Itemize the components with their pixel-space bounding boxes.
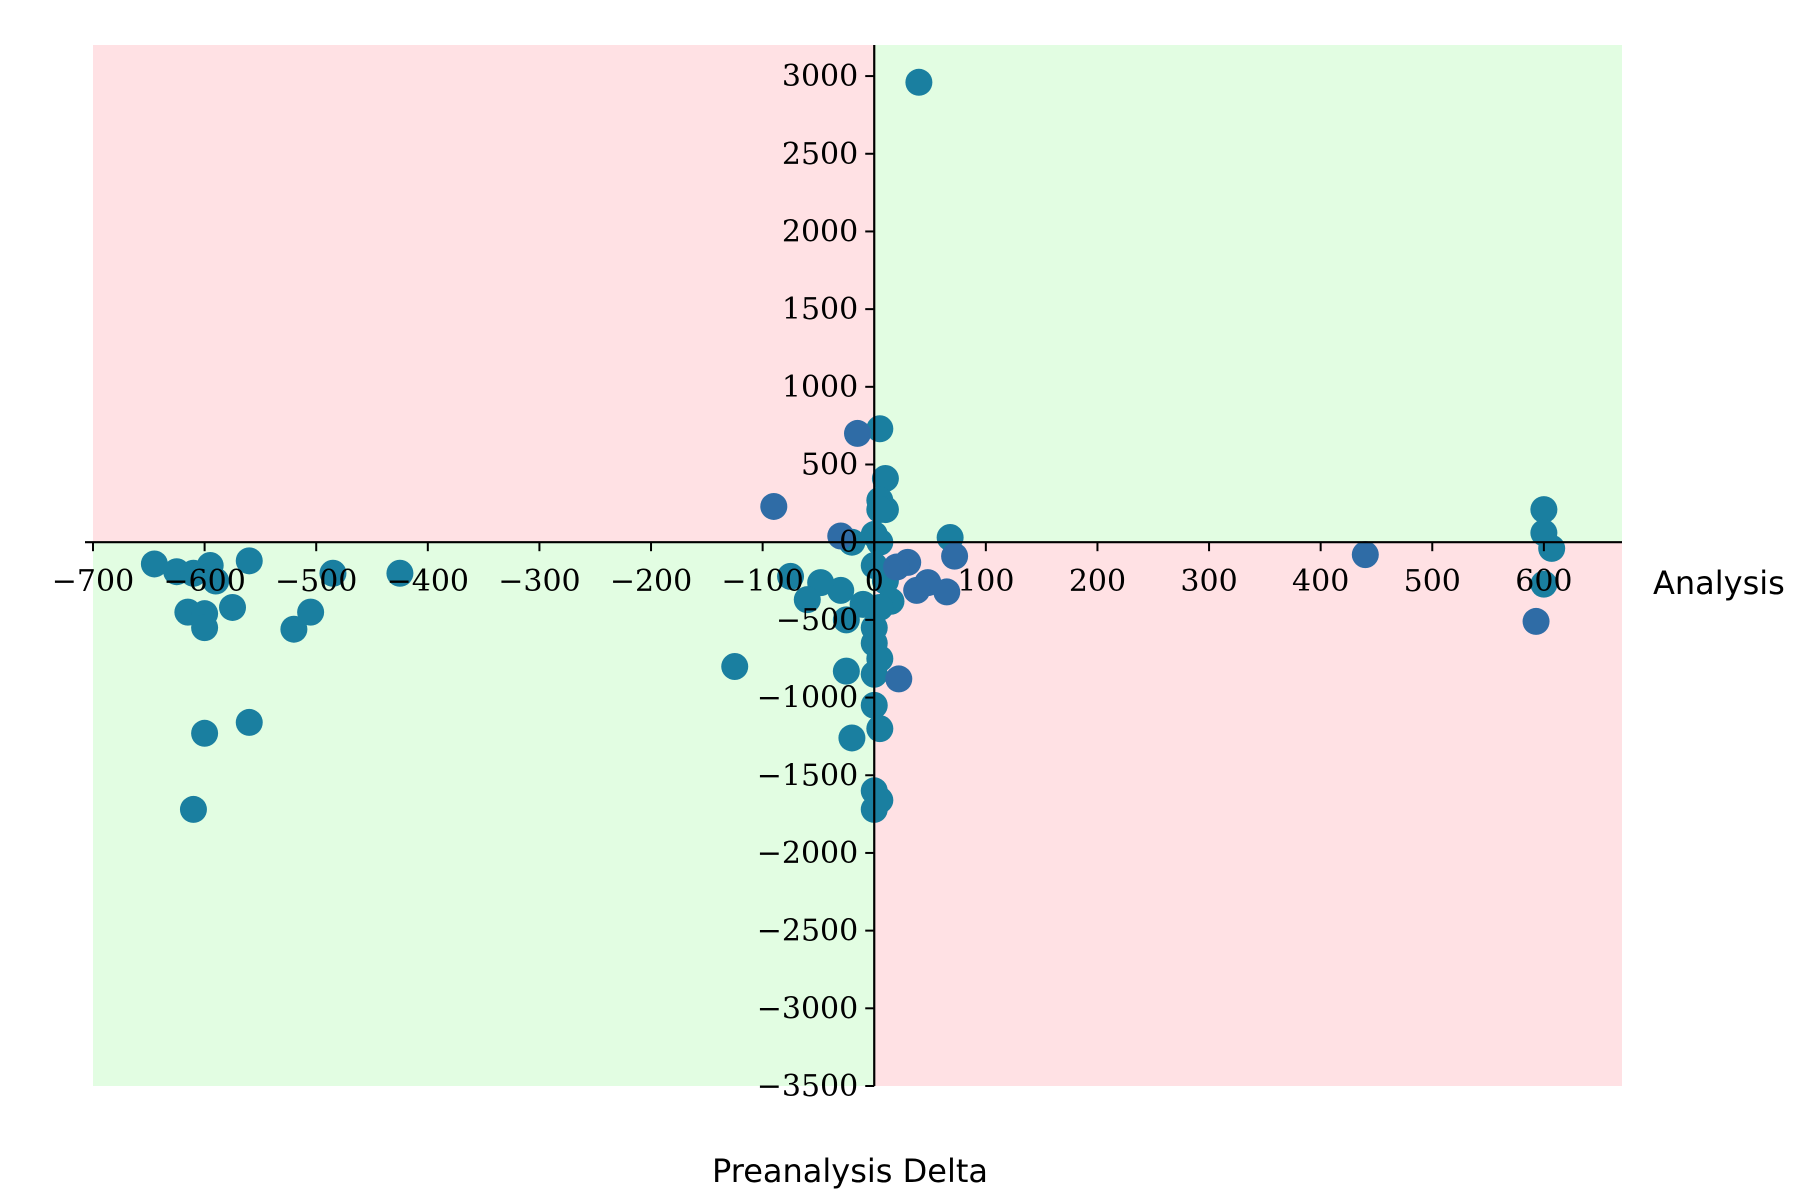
data-point (191, 719, 219, 747)
y-tick-label: 1000 (782, 370, 858, 405)
data-point (885, 665, 913, 693)
data-point (883, 553, 911, 581)
quadrant-backgrounds (93, 45, 1622, 1086)
data-point (202, 567, 230, 595)
y-tick-label: 0 (839, 525, 858, 560)
data-point (235, 547, 263, 575)
x-tick-label: 100 (957, 564, 1014, 599)
y-tick-label: 2000 (782, 214, 858, 249)
y-tick-label: 500 (801, 448, 858, 483)
x-axis-ticks: −700 −600 −500 −400 −300 −200 −100 0 100 200 300 40… (52, 542, 1573, 599)
x-tick-label: −100 (721, 564, 803, 599)
data-point (905, 68, 933, 96)
data-point (832, 606, 860, 634)
data-point (866, 715, 894, 743)
y-tick-label: −3500 (757, 1069, 858, 1104)
data-point (219, 593, 247, 621)
data-point (777, 562, 805, 590)
data-point (721, 652, 749, 680)
data-point (933, 578, 961, 606)
quadrant-bottom-right (874, 542, 1622, 1086)
data-point (903, 576, 931, 604)
quadrant-top-right (874, 45, 1622, 543)
y-tick-label: −3000 (757, 991, 858, 1026)
y-tick-label: 1500 (782, 292, 858, 327)
x-tick-label: 500 (1404, 564, 1461, 599)
y-tick-label: −1000 (757, 681, 858, 716)
data-point (1538, 534, 1566, 562)
x-tick-label: −300 (498, 564, 580, 599)
data-point (866, 496, 894, 524)
x-tick-label: −200 (610, 564, 692, 599)
data-point (760, 492, 788, 520)
x-tick-label: −600 (163, 564, 245, 599)
data-points (140, 68, 1566, 823)
y-tick-label: −2000 (757, 836, 858, 871)
x-axis-label: Analysis (1653, 564, 1785, 602)
data-point (844, 419, 871, 447)
data-point (941, 542, 969, 570)
data-point (1530, 570, 1558, 598)
data-point (297, 598, 325, 626)
data-point (1530, 496, 1558, 524)
x-tick-label: 600 (1515, 564, 1572, 599)
x-tick-label: 300 (1180, 564, 1237, 599)
data-point (191, 614, 219, 642)
data-point (319, 559, 347, 587)
y-tick-label: 2500 (782, 137, 858, 172)
axes (85, 45, 1622, 1086)
x-tick-label: 0 (865, 564, 884, 599)
data-point (866, 415, 894, 443)
x-tick-label: −500 (275, 564, 357, 599)
y-tick-label: 3000 (782, 59, 858, 94)
data-point (1351, 541, 1379, 569)
x-tick-label: −400 (387, 564, 469, 599)
data-point (179, 795, 207, 823)
data-point (235, 708, 263, 736)
y-axis-label: Preanalysis Delta (712, 1152, 988, 1190)
data-point (1522, 607, 1550, 635)
y-tick-label: −1500 (757, 758, 858, 793)
x-tick-label: 200 (1069, 564, 1126, 599)
data-point (280, 615, 308, 643)
y-axis-ticks: −3500 −3000 −2500 −2000 −1500 −1000 −500 0 500 10… (757, 59, 875, 1104)
y-tick-label: −500 (776, 603, 858, 638)
data-point (871, 464, 899, 492)
data-point (838, 724, 866, 752)
quadrant-top-left (93, 45, 875, 543)
y-tick-label: −2500 (757, 914, 858, 949)
data-point (179, 559, 207, 587)
quadrant-bottom-left (93, 542, 875, 1086)
x-tick-label: 400 (1292, 564, 1349, 599)
x-tick-label: −700 (52, 564, 134, 599)
data-point (832, 657, 860, 685)
data-point (386, 559, 414, 587)
data-point (793, 586, 821, 614)
data-point (140, 550, 168, 578)
